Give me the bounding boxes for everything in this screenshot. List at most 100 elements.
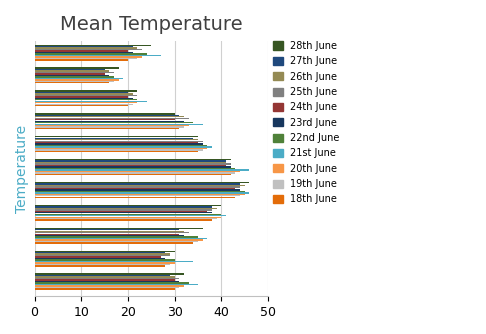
Bar [35,168,235,169]
Bar [35,232,189,233]
Bar [35,230,184,232]
Bar [35,250,174,252]
Bar [35,146,212,148]
Bar [35,46,133,47]
Bar [35,113,174,115]
Bar [35,128,179,129]
Bar [35,53,147,55]
Bar [35,236,198,238]
Bar [35,238,208,239]
Bar [35,70,109,72]
Bar [35,242,193,244]
Bar [35,172,235,174]
Bar [35,90,137,92]
Bar [35,162,226,163]
Bar [35,69,104,70]
Bar [35,49,142,50]
Bar [35,285,184,287]
Bar [35,121,184,122]
Bar [35,122,193,123]
Bar [35,282,189,284]
Bar [35,52,133,53]
Bar [35,72,114,73]
Bar [35,279,174,281]
Bar [35,215,226,216]
Bar [35,165,226,166]
Bar [35,212,212,213]
Bar [35,50,128,52]
Bar [35,125,189,126]
Bar [35,163,231,165]
Bar [35,174,231,175]
Legend: 28th June, 27th June, 26th June, 25th June, 24th June, 23rd June, 22nd June, 21s: 28th June, 27th June, 26th June, 25th Ju… [273,41,340,204]
Bar [35,192,249,193]
Bar [35,95,137,96]
Bar [35,208,217,209]
Bar [35,115,179,116]
Bar [35,73,104,75]
Bar [35,258,165,259]
Bar [35,149,203,151]
Bar [35,136,198,138]
Bar [35,228,203,229]
Bar [35,277,174,278]
Bar [35,281,179,282]
Bar [35,191,244,192]
Bar [35,104,133,105]
Bar [35,96,128,98]
Bar [35,288,174,290]
Bar [35,99,137,101]
Bar [35,101,147,102]
Bar [35,151,198,152]
Bar [35,145,208,146]
Bar [35,169,249,171]
Bar [35,67,119,69]
Bar [35,206,212,208]
Bar [35,264,170,265]
Bar [35,265,165,267]
Bar [35,127,184,128]
Bar [35,183,240,185]
Bar [35,143,203,145]
Bar [35,102,137,104]
Bar [35,229,179,230]
Bar [35,260,174,261]
Bar [35,159,231,160]
Bar [35,116,184,118]
Title: Mean Temperature: Mean Temperature [60,15,243,34]
Bar [35,93,133,95]
Bar [35,142,198,143]
Bar [35,119,174,121]
Bar [35,92,128,93]
Bar [35,287,179,288]
Bar [35,98,133,99]
Bar [35,75,109,76]
Bar [35,262,174,264]
Bar [35,194,244,195]
Bar [35,185,244,186]
Bar [35,189,240,191]
Bar [35,105,128,107]
Bar [35,241,198,242]
Bar [35,235,184,236]
Bar [35,58,137,59]
Bar [35,275,170,276]
Bar [35,209,212,210]
Bar [35,252,165,254]
Bar [35,79,119,80]
Bar [35,211,208,212]
Bar [35,205,221,206]
Bar [35,186,240,188]
Bar [35,274,184,275]
Y-axis label: Temperature: Temperature [15,125,29,213]
Bar [35,261,193,262]
Bar [35,139,198,140]
Bar [35,124,203,125]
Bar [35,171,240,172]
Bar [35,160,226,162]
Bar [35,166,231,168]
Bar [35,78,123,79]
Bar [35,195,240,196]
Bar [35,47,137,49]
Bar [35,44,151,46]
